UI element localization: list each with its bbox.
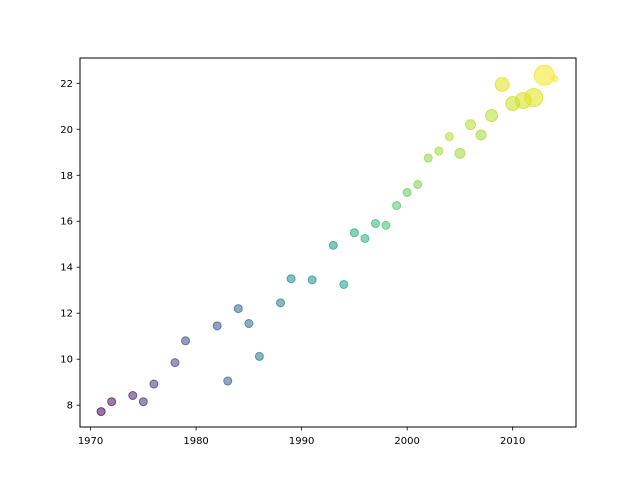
data-point	[149, 379, 159, 389]
data-point	[339, 279, 349, 289]
data-point	[464, 119, 476, 131]
data-point	[413, 179, 423, 189]
y-tick-label: 10	[60, 355, 73, 366]
data-point	[107, 397, 117, 407]
data-point	[533, 64, 555, 86]
data-point	[423, 153, 433, 163]
data-point	[475, 129, 487, 141]
data-point	[444, 132, 454, 142]
y-tick-label: 20	[60, 125, 73, 136]
data-point	[360, 233, 370, 243]
y-tick-label: 22	[60, 79, 73, 90]
data-point	[392, 201, 402, 211]
data-point	[128, 391, 138, 400]
y-tick-label: 8	[67, 401, 73, 412]
x-tick-label: 1980	[183, 436, 208, 447]
data-point	[307, 275, 317, 285]
y-axis: 8 10 12 14 16 18 20 22	[60, 79, 80, 412]
data-point	[286, 274, 296, 284]
plot-frame	[79, 57, 577, 428]
data-point	[402, 188, 412, 197]
data-point	[233, 304, 243, 314]
x-tick-label: 1990	[289, 436, 314, 447]
y-tick-label: 16	[60, 217, 73, 228]
data-point	[181, 336, 191, 346]
data-point	[212, 321, 222, 331]
x-tick-label: 2010	[500, 436, 525, 447]
data-point	[524, 88, 544, 108]
data-point	[485, 108, 499, 122]
data-point	[381, 220, 391, 230]
data-point	[138, 397, 148, 407]
data-point	[454, 147, 466, 159]
y-tick-label: 18	[60, 171, 73, 182]
data-point	[254, 351, 264, 361]
data-point	[96, 407, 106, 417]
data-point	[434, 146, 444, 156]
y-tick-label: 12	[60, 309, 73, 320]
data-point	[349, 228, 359, 238]
data-point	[223, 376, 233, 386]
y-tick-label: 14	[60, 263, 73, 274]
data-point	[328, 240, 338, 250]
data-point	[551, 75, 559, 83]
data-point	[244, 319, 254, 329]
data-point	[494, 76, 510, 92]
data-point	[370, 219, 380, 229]
x-axis: 1970 1980 1990 2000 2010	[78, 427, 525, 447]
x-tick-label: 2000	[394, 436, 419, 447]
points-layer	[96, 64, 559, 417]
data-point	[276, 298, 286, 308]
data-point	[170, 358, 180, 368]
x-tick-label: 1970	[78, 436, 103, 447]
